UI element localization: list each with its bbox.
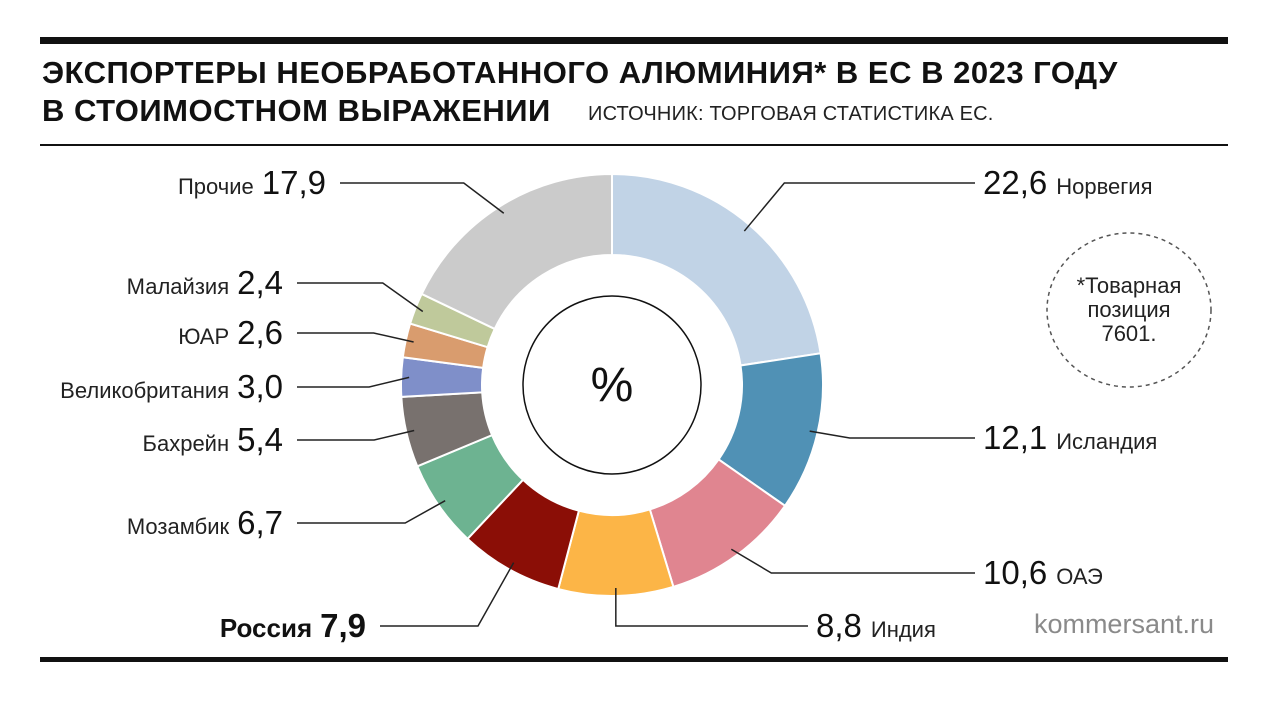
category-label: ОАЭ xyxy=(1056,564,1103,589)
label-юар: ЮАР 2,6 xyxy=(178,314,283,351)
leader-line-оаэ xyxy=(730,548,975,574)
value-label: 22,6 xyxy=(983,164,1047,201)
labels-group: 22,6 Норвегия 12,1 Исландия 10,6 ОАЭ 8,8 Индия Р… xyxy=(60,164,1157,644)
slice-норвегия xyxy=(611,172,822,367)
value-label: 10,6 xyxy=(983,554,1047,591)
leader-line-мозамбик xyxy=(297,500,446,524)
leader-line-великобритания xyxy=(297,376,410,388)
label-великобритания: Великобритания 3,0 xyxy=(60,368,283,405)
center-label: % xyxy=(591,359,634,412)
category-label: ЮАР xyxy=(178,324,229,349)
category-label: Мозамбик xyxy=(127,514,230,539)
category-label: Прочие xyxy=(178,174,254,199)
value-label: 17,9 xyxy=(262,164,326,201)
chart-title-line-1: ЭКСПОРТЕРЫ НЕОБРАБОТАННОГО АЛЮМИНИЯ* В Е… xyxy=(42,55,1118,90)
label-бахрейн: Бахрейн 5,4 xyxy=(143,421,283,458)
value-label: 3,0 xyxy=(237,368,283,405)
label-оаэ: 10,6 ОАЭ xyxy=(983,554,1103,591)
category-label: Исландия xyxy=(1056,429,1157,454)
category-label: Великобритания xyxy=(60,378,229,403)
label-малайзия: Малайзия 2,4 xyxy=(127,264,283,301)
category-label: Бахрейн xyxy=(143,431,230,456)
dashed-circle-icon xyxy=(1046,232,1212,388)
footnote-text: *Товарная позиция 7601. xyxy=(1076,273,1182,346)
chart-title-line-2: В СТОИМОСТНОМ ВЫРАЖЕНИИ xyxy=(42,93,551,128)
value-label: 2,4 xyxy=(237,264,283,301)
label-норвегия: 22,6 Норвегия xyxy=(983,164,1153,201)
value-label: 8,8 xyxy=(816,607,862,644)
leader-line-индия xyxy=(615,587,808,627)
value-label: 2,6 xyxy=(237,314,283,351)
leader-line-малайзия xyxy=(297,282,424,313)
value-label: 7,9 xyxy=(320,607,366,644)
footnote-circle: *Товарная позиция 7601. xyxy=(1044,230,1214,390)
label-прочие: Прочие 17,9 xyxy=(178,164,326,201)
value-label: 12,1 xyxy=(983,419,1047,456)
header-divider xyxy=(40,144,1228,146)
inner-circle xyxy=(522,295,702,475)
label-исландия: 12,1 Исландия xyxy=(983,419,1157,456)
top-rule xyxy=(40,37,1228,44)
site-credit: kommersant.ru xyxy=(1033,609,1214,639)
category-label: Россия xyxy=(220,613,312,643)
label-индия: 8,8 Индия xyxy=(816,607,936,644)
slice-прочие xyxy=(420,172,613,331)
bottom-rule xyxy=(40,657,1228,662)
leader-line-исландия xyxy=(809,430,975,439)
leader-line-прочие xyxy=(340,182,505,214)
category-label: Индия xyxy=(871,617,936,642)
slices-group xyxy=(400,172,824,597)
leaders-group xyxy=(297,182,975,627)
leader-line-бахрейн xyxy=(297,429,415,441)
label-россия: Россия 7,9 xyxy=(220,607,366,644)
value-label: 6,7 xyxy=(237,504,283,541)
category-label: Малайзия xyxy=(127,274,229,299)
category-label: Норвегия xyxy=(1056,174,1152,199)
source-note: ИСТОЧНИК: ТОРГОВАЯ СТАТИСТИКА ЕС. xyxy=(588,103,994,125)
label-мозамбик: Мозамбик 6,7 xyxy=(127,504,283,541)
value-label: 5,4 xyxy=(237,421,283,458)
leader-line-юар xyxy=(297,332,414,343)
leader-line-норвегия xyxy=(743,182,975,232)
leader-line-россия xyxy=(380,562,515,627)
